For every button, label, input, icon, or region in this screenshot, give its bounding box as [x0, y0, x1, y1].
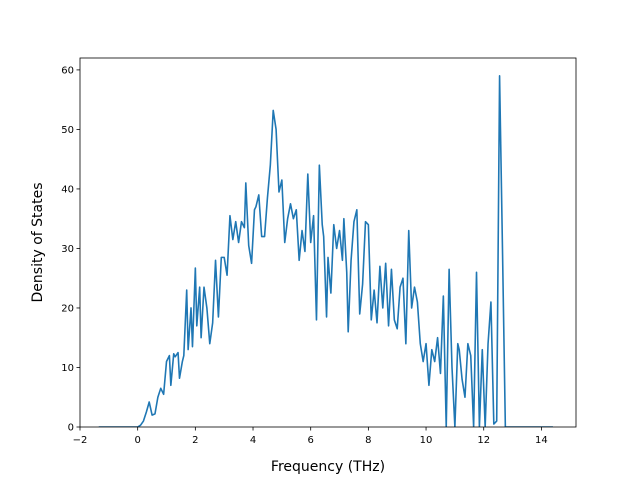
x-tick-label: 12	[477, 435, 490, 446]
y-tick-label: 40	[61, 184, 74, 195]
y-tick-label: 50	[61, 125, 74, 136]
axes-frame	[79, 57, 577, 428]
x-tick-label: 14	[535, 435, 548, 446]
y-axis-ticks: 0 10 20 30 40 50 60	[61, 65, 80, 434]
x-tick-label: 6	[308, 435, 314, 446]
x-tick-label: −2	[73, 435, 88, 446]
x-tick-label: 2	[192, 435, 198, 446]
y-tick-label: 20	[61, 303, 74, 314]
y-tick-label: 0	[68, 423, 74, 434]
dos-series-line	[98, 75, 553, 427]
y-axis-label: Density of States	[30, 183, 46, 303]
y-tick-label: 60	[61, 65, 74, 76]
y-tick-label: 30	[61, 244, 74, 255]
x-axis-ticks: −2 0 2 4 6 8 10 12 14	[73, 427, 548, 446]
x-tick-label: 0	[134, 435, 140, 446]
plot-area	[98, 75, 553, 427]
x-tick-label: 8	[365, 435, 371, 446]
x-tick-label: 10	[420, 435, 433, 446]
x-axis-label: Frequency (THz)	[271, 459, 385, 475]
x-tick-label: 4	[250, 435, 256, 446]
y-tick-label: 10	[61, 363, 74, 374]
